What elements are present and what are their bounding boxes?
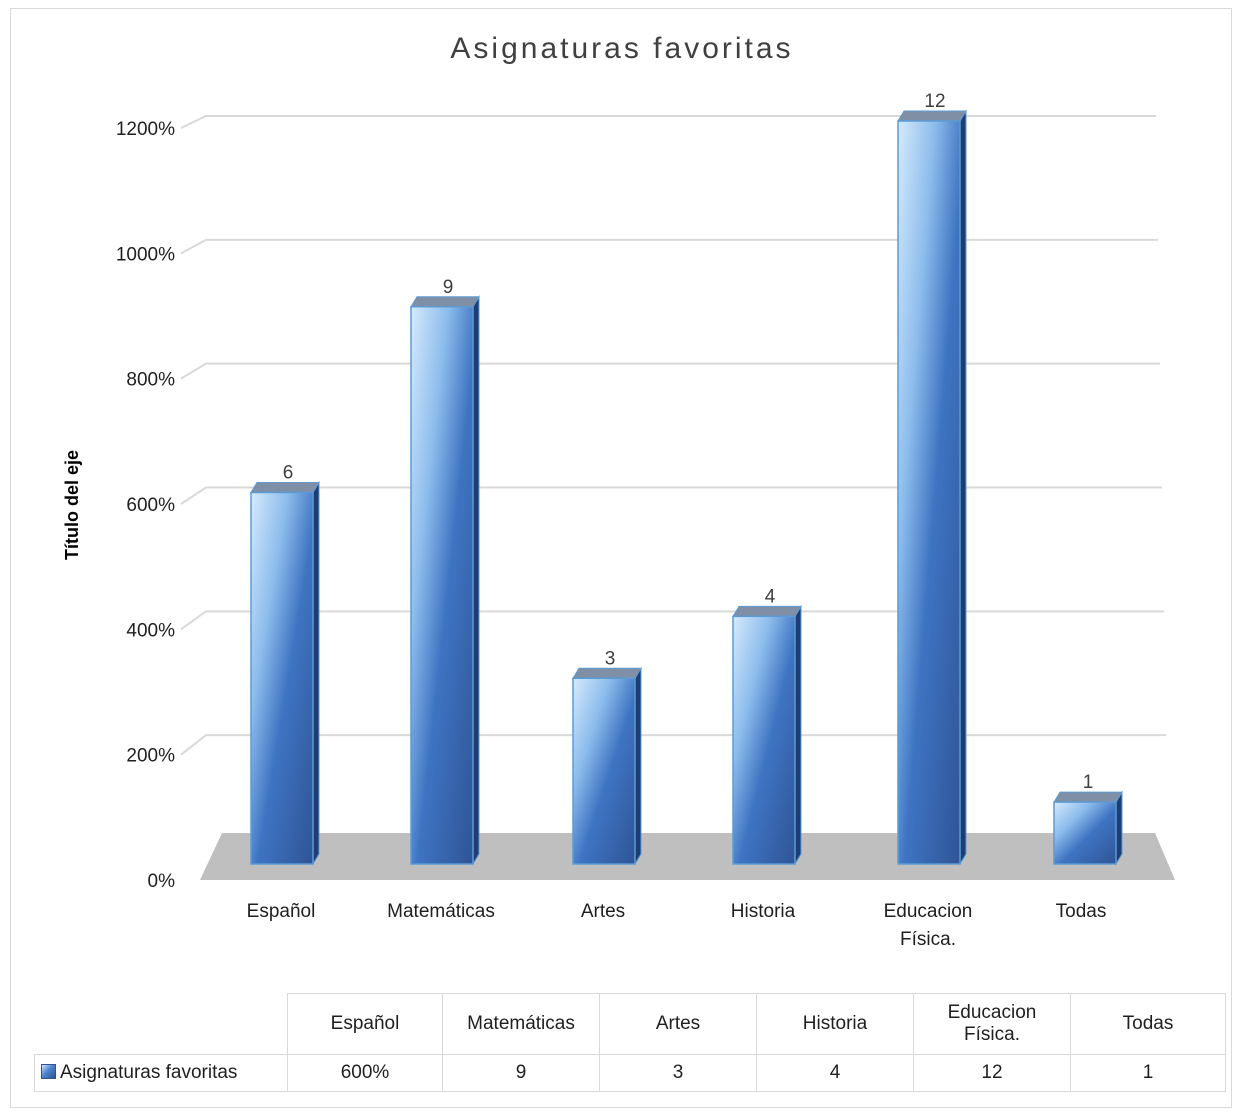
bar-front xyxy=(1053,801,1117,865)
table-cell: 9 xyxy=(442,1054,600,1092)
bar-front xyxy=(250,491,314,865)
gridline xyxy=(180,362,1160,380)
bar-side xyxy=(472,294,480,866)
table-cell: 1 xyxy=(1070,1054,1226,1092)
table-header-row: Español Matemáticas Artes Historia Educacion… xyxy=(34,993,1226,1055)
table-cell: 12 xyxy=(913,1054,1071,1092)
legend-key-icon xyxy=(41,1064,56,1079)
gridline xyxy=(180,734,1166,756)
y-tick-label: 1200% xyxy=(116,119,175,140)
table-cell: 4 xyxy=(756,1054,914,1092)
x-tick-label: Historia xyxy=(731,901,796,922)
x-tick-label: Español xyxy=(247,901,316,922)
gridline xyxy=(180,238,1158,255)
y-axis-title: Título del eje xyxy=(62,450,82,560)
table-header-cell: Todas xyxy=(1070,993,1226,1055)
bar-top xyxy=(897,110,967,122)
x-tick-label: Física. xyxy=(900,929,956,950)
data-label: 4 xyxy=(765,586,776,607)
bar-top xyxy=(250,482,320,493)
data-label: 6 xyxy=(283,463,294,484)
bar xyxy=(1053,790,1123,866)
data-table: Español Matemáticas Artes Historia Educacion… xyxy=(34,993,1226,1092)
chart-canvas: Asignaturas favoritas Título del eje 0% 2… xyxy=(62,32,1175,950)
bar-top xyxy=(1053,791,1123,803)
bar xyxy=(732,604,802,866)
x-tick-label: Todas xyxy=(1056,901,1107,922)
table-header-cell: Artes xyxy=(599,993,757,1055)
bar-front xyxy=(732,615,796,865)
bar-side xyxy=(959,109,967,866)
table-header-cell: Español xyxy=(287,993,443,1055)
table-series-name: Asignaturas favoritas xyxy=(60,1062,238,1083)
bar xyxy=(250,480,320,866)
table-corner-cell xyxy=(34,993,288,1055)
bar xyxy=(410,294,480,866)
data-label: 12 xyxy=(924,91,945,112)
bar xyxy=(897,109,967,866)
x-tick-label: Educacion xyxy=(884,901,973,922)
bar-top xyxy=(732,605,802,617)
chart-frame xyxy=(10,8,1232,1108)
chart-title: Asignaturas favoritas xyxy=(450,32,793,65)
gridline xyxy=(180,115,1156,129)
y-tick-label: 1000% xyxy=(116,244,175,265)
bar-front xyxy=(897,120,961,865)
y-tick-label: 800% xyxy=(126,370,175,391)
table-header-cell: Matemáticas xyxy=(442,993,600,1055)
table-cell: 600% xyxy=(287,1054,443,1092)
y-tick-label: 200% xyxy=(126,746,175,767)
bar-top xyxy=(572,667,642,679)
table-cell: 3 xyxy=(599,1054,757,1092)
bar xyxy=(572,666,642,866)
table-header-cell: Historia xyxy=(756,993,914,1055)
gridline xyxy=(180,610,1164,631)
data-label: 1 xyxy=(1083,772,1094,793)
bar-side xyxy=(1115,790,1123,866)
bar-side xyxy=(794,604,802,866)
bar-front xyxy=(572,677,636,865)
bar-top xyxy=(410,296,480,308)
chart-floor xyxy=(200,833,1175,880)
bar-side xyxy=(312,480,320,866)
y-tick-label: 400% xyxy=(126,620,175,641)
data-label: 3 xyxy=(605,648,616,669)
data-label: 9 xyxy=(443,277,454,298)
table-header-cell: Educacion Física. xyxy=(913,993,1071,1055)
y-tick-label: 0% xyxy=(148,871,176,892)
bar-side xyxy=(634,666,642,866)
x-tick-label: Artes xyxy=(581,901,625,922)
x-tick-label: Matemáticas xyxy=(387,901,495,922)
bar-front xyxy=(410,306,474,865)
table-row: Asignaturas favoritas 600% 9 3 4 12 1 xyxy=(34,1054,1226,1092)
gridline xyxy=(180,486,1162,505)
y-tick-label: 600% xyxy=(126,495,175,516)
table-series-cell: Asignaturas favoritas xyxy=(34,1054,288,1092)
